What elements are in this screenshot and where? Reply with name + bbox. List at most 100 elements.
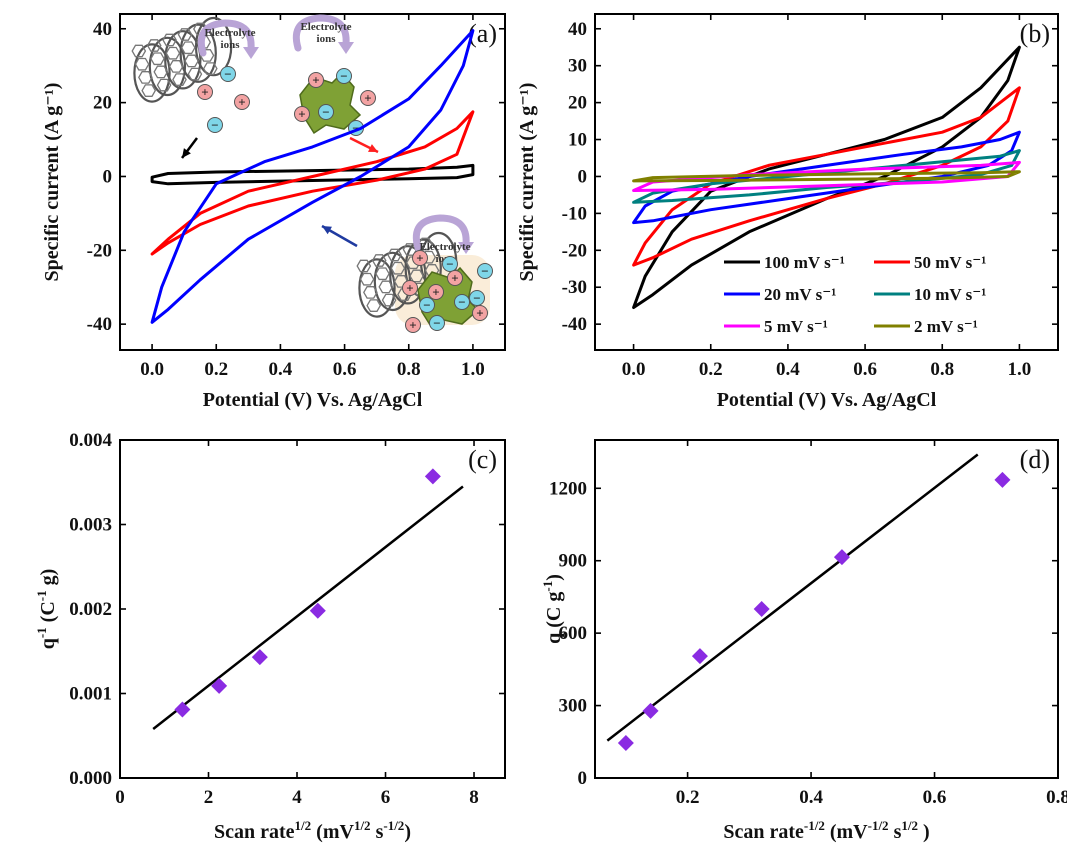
- y-tick-label: 40: [568, 19, 587, 40]
- hexagon: [141, 84, 157, 97]
- anion-icon: [429, 315, 445, 331]
- cation-icon: [472, 305, 488, 321]
- arrow-head-icon: [338, 42, 354, 54]
- nanotube-ring: [164, 30, 202, 90]
- y-tick-label: 0: [103, 166, 113, 187]
- cation-icon: [428, 284, 444, 300]
- electrode-material-illustration: [299, 71, 362, 135]
- inset-label-electrolyte: Electrolyte: [204, 27, 255, 39]
- anion-icon: [454, 294, 470, 310]
- legend-entry: 20 mV s⁻¹: [764, 285, 836, 304]
- inset-label-electrolyte: Electrolyte: [419, 241, 470, 253]
- legend-entry: 100 mV s⁻¹: [764, 253, 845, 272]
- hexagon: [359, 272, 375, 286]
- y-tick-label: 900: [559, 551, 588, 572]
- legend-entry: 5 mV s⁻¹: [764, 317, 828, 336]
- hexagon: [366, 299, 382, 312]
- x-axis-label: Potential (V) Vs. Ag/AgCl: [717, 389, 937, 411]
- cation-icon: [308, 72, 324, 88]
- hexagon: [180, 41, 196, 55]
- label-part: Scan rate: [214, 821, 295, 843]
- legend-entry: 50 mV s⁻¹: [914, 253, 986, 272]
- x-tick-label: 8: [469, 787, 479, 808]
- hexagon: [146, 39, 162, 52]
- x-tick-label: 0.6: [923, 787, 947, 808]
- hexagon: [165, 46, 181, 60]
- hexagon: [202, 62, 218, 75]
- x-tick-label: 0.2: [676, 787, 700, 808]
- superscript: 1/2: [354, 818, 371, 833]
- data-point: [833, 549, 850, 566]
- arrow-head-icon: [458, 242, 474, 254]
- y-tick-label: 0.003: [69, 515, 112, 536]
- cv-loop-1: [150, 110, 475, 256]
- data-point: [642, 702, 659, 719]
- data-point: [994, 471, 1011, 488]
- x-axis-label: Potential (V) Vs. Ag/AgCl: [203, 389, 423, 411]
- chart-panel-c: 0 2 4 6 8 0.000 0.001 0.002 0.003 0.004 (c) Scan ra…: [34, 430, 506, 843]
- legend-entry: 10 mV s⁻¹: [914, 285, 986, 304]
- superscript: -1: [540, 581, 555, 592]
- ion-sign: −: [211, 118, 218, 133]
- hexagon: [150, 52, 165, 66]
- x-tick-label: 0.4: [799, 787, 823, 808]
- nanotube-ring: [148, 36, 187, 97]
- circular-arrow-icon: [412, 214, 470, 252]
- data-point: [211, 677, 228, 694]
- y-tick-label: 600: [559, 623, 588, 644]
- x-tick-label: 1.0: [461, 359, 485, 380]
- circular-arrow-icon: [292, 14, 350, 52]
- y-tick-label: 0.001: [69, 684, 112, 705]
- ion-sign: −: [481, 264, 488, 279]
- hexagon: [371, 254, 387, 267]
- y-tick-label: -20: [562, 240, 587, 261]
- x-tick-label: 0.0: [140, 359, 164, 380]
- label-part: s: [371, 821, 384, 843]
- data-point: [251, 649, 268, 666]
- ion-sign: +: [201, 85, 208, 100]
- y-tick-label: 40: [93, 19, 112, 40]
- cation-icon: [402, 280, 418, 296]
- ion-sign: +: [451, 271, 458, 286]
- anion-icon: [442, 256, 458, 272]
- y-tick-label: -10: [562, 203, 587, 224]
- label-part: ): [918, 821, 930, 843]
- label-part: q: [37, 638, 59, 649]
- y-tick-label: 0.002: [69, 599, 112, 620]
- superscript: 1/2: [901, 818, 918, 833]
- data-point: [309, 602, 326, 619]
- y-axis-label: Specific current (A g⁻¹): [41, 83, 63, 282]
- x-axis-label: Scan rate1/2 (mV1/2 s-1/2): [214, 818, 411, 843]
- x-tick-label: 0.8: [397, 359, 421, 380]
- label-part: (mV: [825, 821, 868, 843]
- inset-label-electrolyte: Electrolyte: [300, 21, 351, 33]
- superscript: -1/2: [868, 818, 889, 833]
- ion-sign: +: [416, 251, 423, 266]
- ion-sign: −: [433, 316, 440, 331]
- data-point: [174, 701, 191, 718]
- y-axis-label: Specific current (A g⁻¹): [516, 83, 538, 282]
- inset-label-ions: ions: [317, 33, 337, 45]
- superscript: -1/2: [804, 818, 825, 833]
- hexagon: [196, 35, 212, 49]
- x-axis-label: Scan rate-1/2 (mV-1/2 s1/2 ): [723, 818, 929, 843]
- ion-sign: +: [432, 285, 439, 300]
- hexagon: [187, 67, 203, 81]
- cv-loop-2: [150, 29, 475, 324]
- label-part: ): [404, 821, 411, 843]
- ion-sign: −: [224, 67, 231, 82]
- hexagon: [153, 65, 169, 79]
- anion-icon: [477, 263, 493, 279]
- cation-icon: [360, 90, 376, 106]
- x-tick-label: 1.0: [1008, 359, 1032, 380]
- hexagon: [184, 54, 199, 68]
- hexagon: [363, 286, 378, 299]
- data-point: [691, 648, 708, 665]
- label-part: s: [889, 821, 902, 843]
- nanotube-ring: [358, 258, 396, 318]
- y-tick-label: 300: [559, 696, 588, 717]
- label-part: (mV: [311, 821, 354, 843]
- ion-sign: +: [406, 281, 413, 296]
- y-tick-label: 1200: [549, 478, 587, 499]
